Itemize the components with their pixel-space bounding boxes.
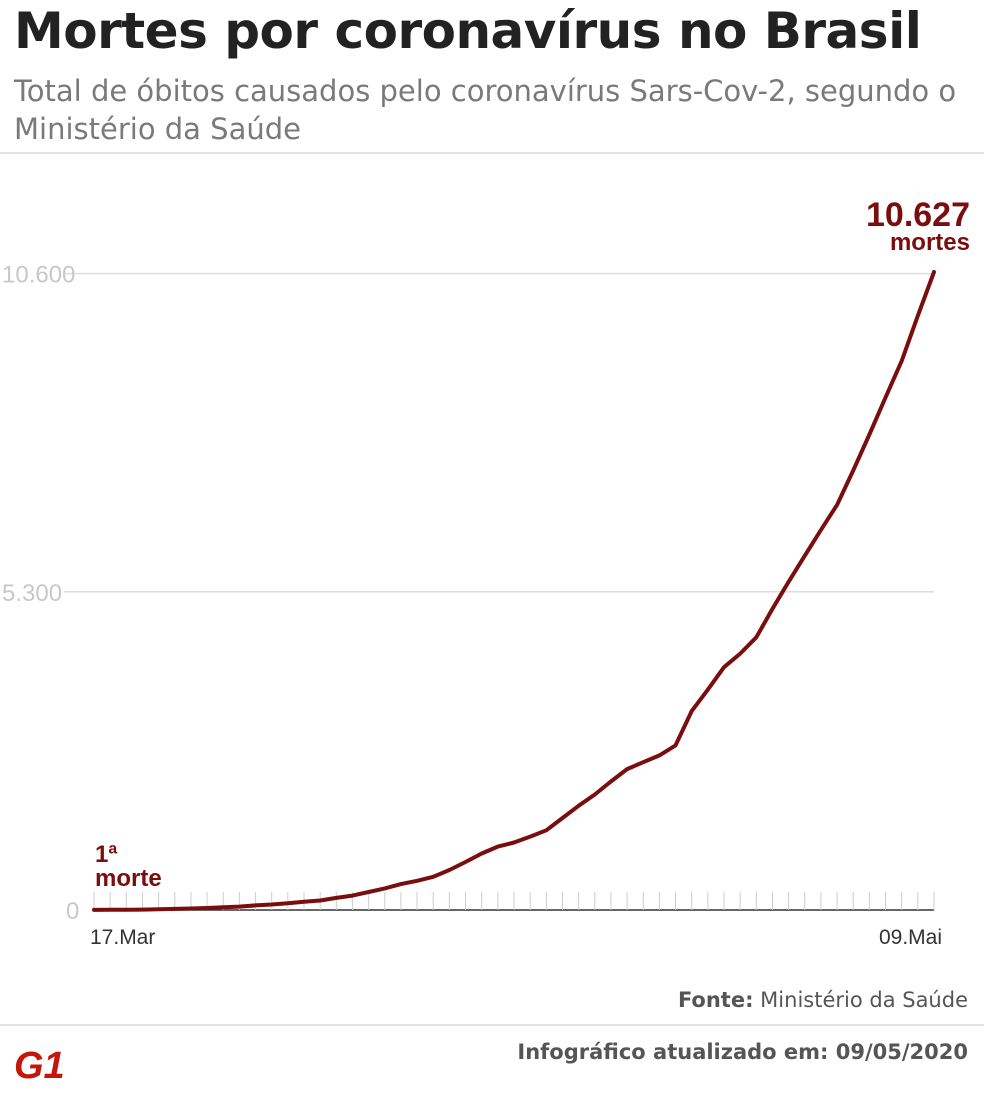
x-axis: 17.Mar 09.Mai (90, 892, 942, 949)
gridlines (64, 272, 934, 593)
header-divider (0, 152, 984, 154)
footer-divider (0, 1024, 984, 1026)
x-tick-label-1: 09.Mai (879, 926, 942, 949)
y-tick-labels: 0 5.300 10.600 (2, 262, 79, 925)
last-value-annotation: 10.627 (866, 196, 970, 234)
g1-logo-text: G1 (14, 1046, 65, 1082)
deaths-series-line (92, 270, 936, 912)
y-tick-label-1: 5.300 (2, 580, 62, 607)
source-note: Fonte: Ministério da Saúde (678, 988, 968, 1012)
first-death-annotation-line1: 1ª (95, 841, 117, 868)
deaths-line-chart: 0 5.300 10.600 17.Mar 09.Mai 1ª morte 10.62… (2, 196, 970, 949)
x-tick-label-0: 17.Mar (90, 926, 155, 949)
update-note: Infográfico atualizado em: 09/05/2020 (517, 1040, 968, 1064)
chart-subtitle: Total de óbitos causados pelo coronavíru… (14, 74, 957, 146)
source-label: Fonte: (677, 988, 754, 1012)
chart-title: Mortes por coronavírus no Brasil (14, 2, 922, 60)
g1-logo: G1 (14, 1046, 65, 1082)
y-tick-label-0: 0 (66, 898, 79, 925)
y-tick-label-2: 10.600 (2, 262, 75, 289)
source-text: Ministério da Saúde (753, 988, 968, 1012)
last-value-unit: mortes (890, 229, 970, 256)
first-death-annotation-line2: morte (95, 865, 162, 892)
